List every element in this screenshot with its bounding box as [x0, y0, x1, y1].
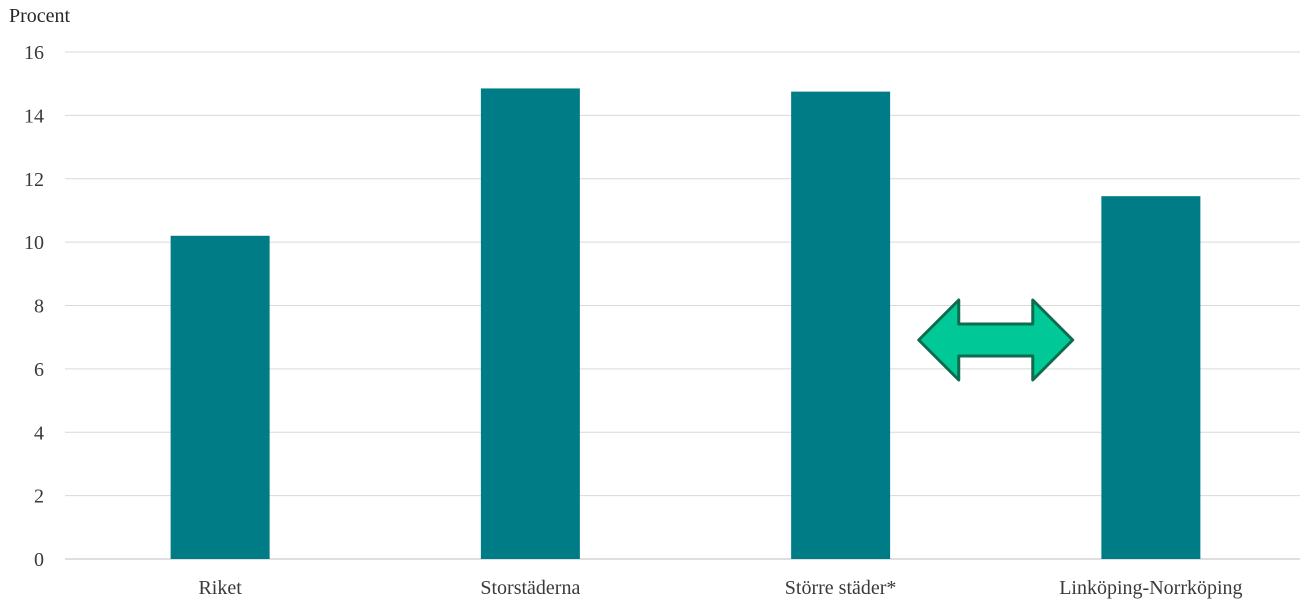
y-tick-label: 8: [34, 296, 44, 318]
y-tick-label: 10: [24, 232, 44, 254]
x-tick-labels: Riket Storstäderna Större städer* Linköping…: [198, 577, 1242, 599]
y-tick-label: 2: [34, 486, 44, 508]
x-tick-label: Större städer*: [785, 577, 897, 599]
y-tick-labels: 0 2 4 6 8 10 12 14 16: [24, 42, 44, 571]
annotation-layer: [919, 300, 1073, 380]
y-tick-label: 16: [24, 42, 44, 64]
bar: [171, 236, 270, 559]
y-tick-label: 6: [34, 359, 44, 381]
bar: [481, 88, 580, 559]
bar: [1101, 196, 1200, 559]
y-tick-label: 0: [34, 549, 44, 571]
y-tick-label: 4: [34, 422, 44, 444]
y-tick-label: 14: [24, 105, 44, 127]
x-tick-label: Riket: [198, 577, 242, 599]
x-tick-label: Storstäderna: [480, 577, 580, 599]
bar: [791, 92, 890, 559]
y-tick-label: 12: [24, 169, 44, 191]
double-arrow-icon: [919, 300, 1073, 380]
x-tick-label: Linköping-Norrköping: [1059, 577, 1242, 599]
